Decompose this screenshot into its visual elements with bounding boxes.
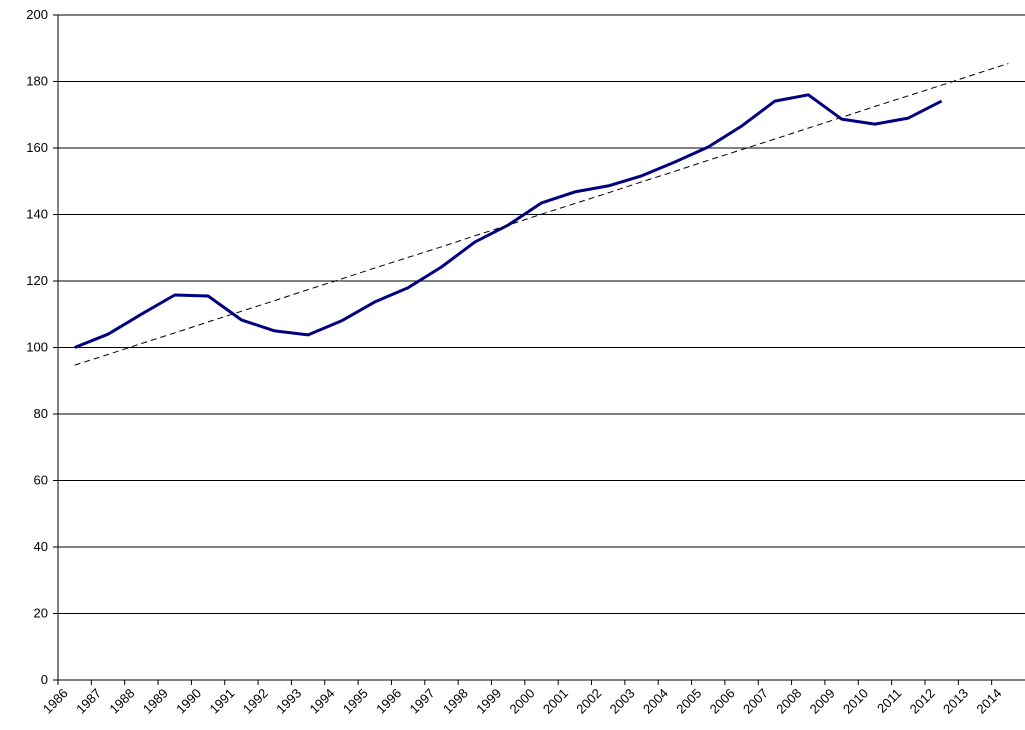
- y-tick-label: 20: [34, 606, 48, 621]
- x-tick-label: 2013: [940, 686, 971, 717]
- x-tick-label: 2001: [540, 686, 571, 717]
- y-tick-label: 160: [26, 140, 48, 155]
- y-tick-label: 0: [41, 672, 48, 687]
- y-tick-label: 40: [34, 539, 48, 554]
- y-tick-label: 140: [26, 207, 48, 222]
- x-tick-label: 2000: [507, 686, 538, 717]
- x-tick-label: 2002: [573, 686, 604, 717]
- data-line: [74, 93, 943, 349]
- y-tick-label: 100: [26, 340, 48, 355]
- x-tick-label: 1989: [140, 686, 171, 717]
- x-tick-label: 2011: [874, 686, 904, 716]
- x-tick-label: 2012: [907, 686, 938, 717]
- trend-line: [74, 63, 1009, 366]
- y-tick-label: 200: [26, 7, 48, 22]
- y-tick-label: 120: [26, 273, 48, 288]
- y-tick-label: 80: [34, 406, 48, 421]
- x-tick-label: 1995: [340, 686, 371, 717]
- x-tick-label: 2010: [840, 686, 871, 717]
- x-tick-label: 1997: [407, 686, 438, 717]
- x-tick-label: 1986: [40, 686, 71, 717]
- x-tick-label: 2009: [807, 686, 838, 717]
- x-tick-label: 1991: [206, 686, 237, 717]
- x-tick-label: 1999: [473, 686, 504, 717]
- x-tick-label: 1994: [306, 686, 337, 717]
- x-tick-label: 2014: [973, 686, 1004, 717]
- x-tick-label: 1998: [440, 686, 471, 717]
- x-tick-label: 1996: [373, 686, 404, 717]
- x-tick-label: 2007: [740, 686, 771, 717]
- y-tick-label: 60: [34, 473, 48, 488]
- x-tick-label: 2005: [673, 686, 704, 717]
- x-tick-label: 1993: [273, 686, 304, 717]
- x-tick-label: 1992: [240, 686, 271, 717]
- x-tick-label: 2004: [640, 686, 671, 717]
- x-tick-label: 1990: [173, 686, 204, 717]
- x-tick-label: 2008: [773, 686, 804, 717]
- x-tick-label: 1987: [73, 686, 104, 717]
- y-tick-label: 180: [26, 74, 48, 89]
- x-tick-label: 2003: [607, 686, 638, 717]
- x-tick-label: 1988: [106, 686, 137, 717]
- x-tick-label: 2006: [707, 686, 738, 717]
